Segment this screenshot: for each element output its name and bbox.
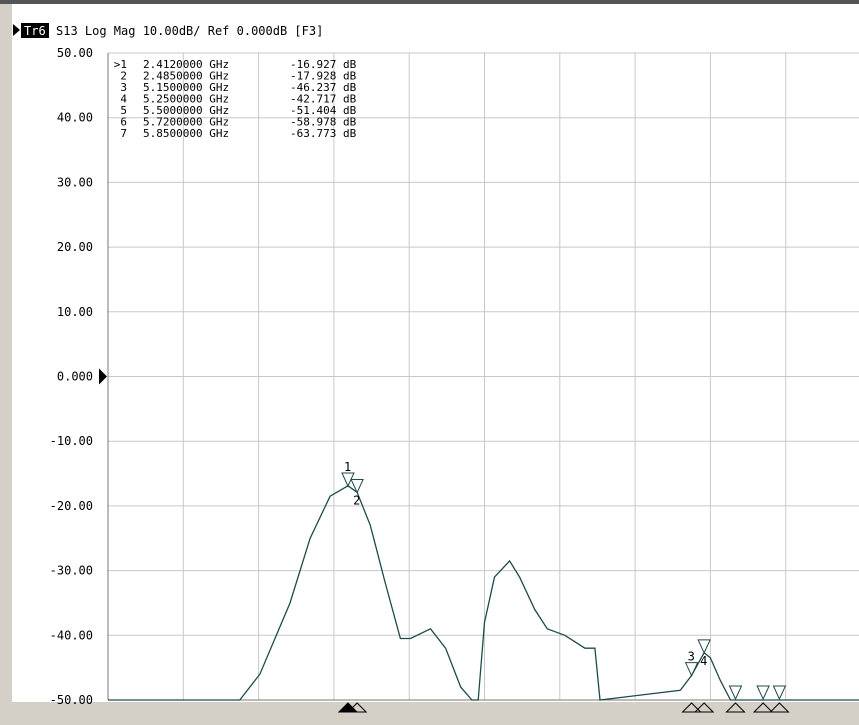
stimulus-marker <box>769 702 790 713</box>
marker-value: -17.928 dB <box>290 70 357 83</box>
trace-arrow <box>13 24 20 36</box>
marker-freq: 5.8500000 GHz <box>143 127 229 140</box>
marker-value: -63.773 dB <box>290 127 357 140</box>
marker-triangle <box>772 685 787 701</box>
bottom-strip <box>0 702 859 725</box>
reference-marker <box>99 368 107 385</box>
y-tick-label: 30.00 <box>57 175 93 189</box>
y-tick-label: 10.00 <box>57 305 93 319</box>
marker-freq: 5.5000000 GHz <box>143 104 229 117</box>
marker-triangle <box>684 662 699 677</box>
stimulus-marker <box>346 702 368 713</box>
y-tick-label: 40.00 <box>57 111 93 125</box>
marker-triangle <box>728 685 743 701</box>
stimulus-marker <box>752 702 774 713</box>
trace-tag: Tr6 <box>24 24 46 38</box>
marker-triangle <box>697 639 711 655</box>
stimulus-marker <box>725 702 746 713</box>
marker-name: 7 <box>120 127 127 140</box>
marker-value: -46.237 dB <box>290 81 357 94</box>
y-tick-label: 20.00 <box>57 240 93 254</box>
marker-value: -58.978 dB <box>290 116 357 129</box>
y-tick-label: 0.000 <box>57 370 93 384</box>
y-tick-label: -10.00 <box>50 434 93 448</box>
marker-freq: 2.4120000 GHz <box>143 58 229 71</box>
marker-name: 2 <box>120 70 127 83</box>
marker-name: 4 <box>120 93 127 106</box>
marker-freq: 5.7200000 GHz <box>143 116 229 129</box>
y-tick-label: -40.00 <box>50 628 93 642</box>
marker-name: >1 <box>114 58 127 71</box>
trace-tag-box <box>21 23 49 38</box>
marker-name: 5 <box>120 104 127 117</box>
trace-line <box>108 485 859 701</box>
chart-title: S13 Log Mag 10.00dB/ Ref 0.000dB [F3] <box>56 24 323 38</box>
marker-triangle <box>350 478 364 494</box>
marker-freq: 5.2500000 GHz <box>143 93 229 106</box>
marker-freq: 5.1500000 GHz <box>143 81 229 94</box>
marker-value: -51.404 dB <box>290 104 357 117</box>
marker-name: 3 <box>120 81 127 94</box>
top-border <box>0 0 859 4</box>
marker-name: 6 <box>120 116 127 129</box>
y-tick-label: -30.00 <box>50 564 93 578</box>
marker-tag: 4 <box>700 654 707 668</box>
marker-value: -16.927 dB <box>290 58 357 71</box>
stimulus-marker <box>693 702 715 713</box>
marker-tag: 3 <box>688 650 695 664</box>
marker-tag: 1 <box>344 460 351 474</box>
marker-freq: 2.4850000 GHz <box>143 70 229 83</box>
y-tick-label: 50.00 <box>57 46 93 60</box>
marker-value: -42.717 dB <box>290 93 357 106</box>
left-strip <box>0 4 12 725</box>
y-tick-label: -20.00 <box>50 499 93 513</box>
y-tick-label: -50.00 <box>50 693 93 707</box>
marker-tag: 2 <box>353 493 360 507</box>
stimulus-marker <box>681 702 702 713</box>
marker-triangle <box>756 685 770 701</box>
